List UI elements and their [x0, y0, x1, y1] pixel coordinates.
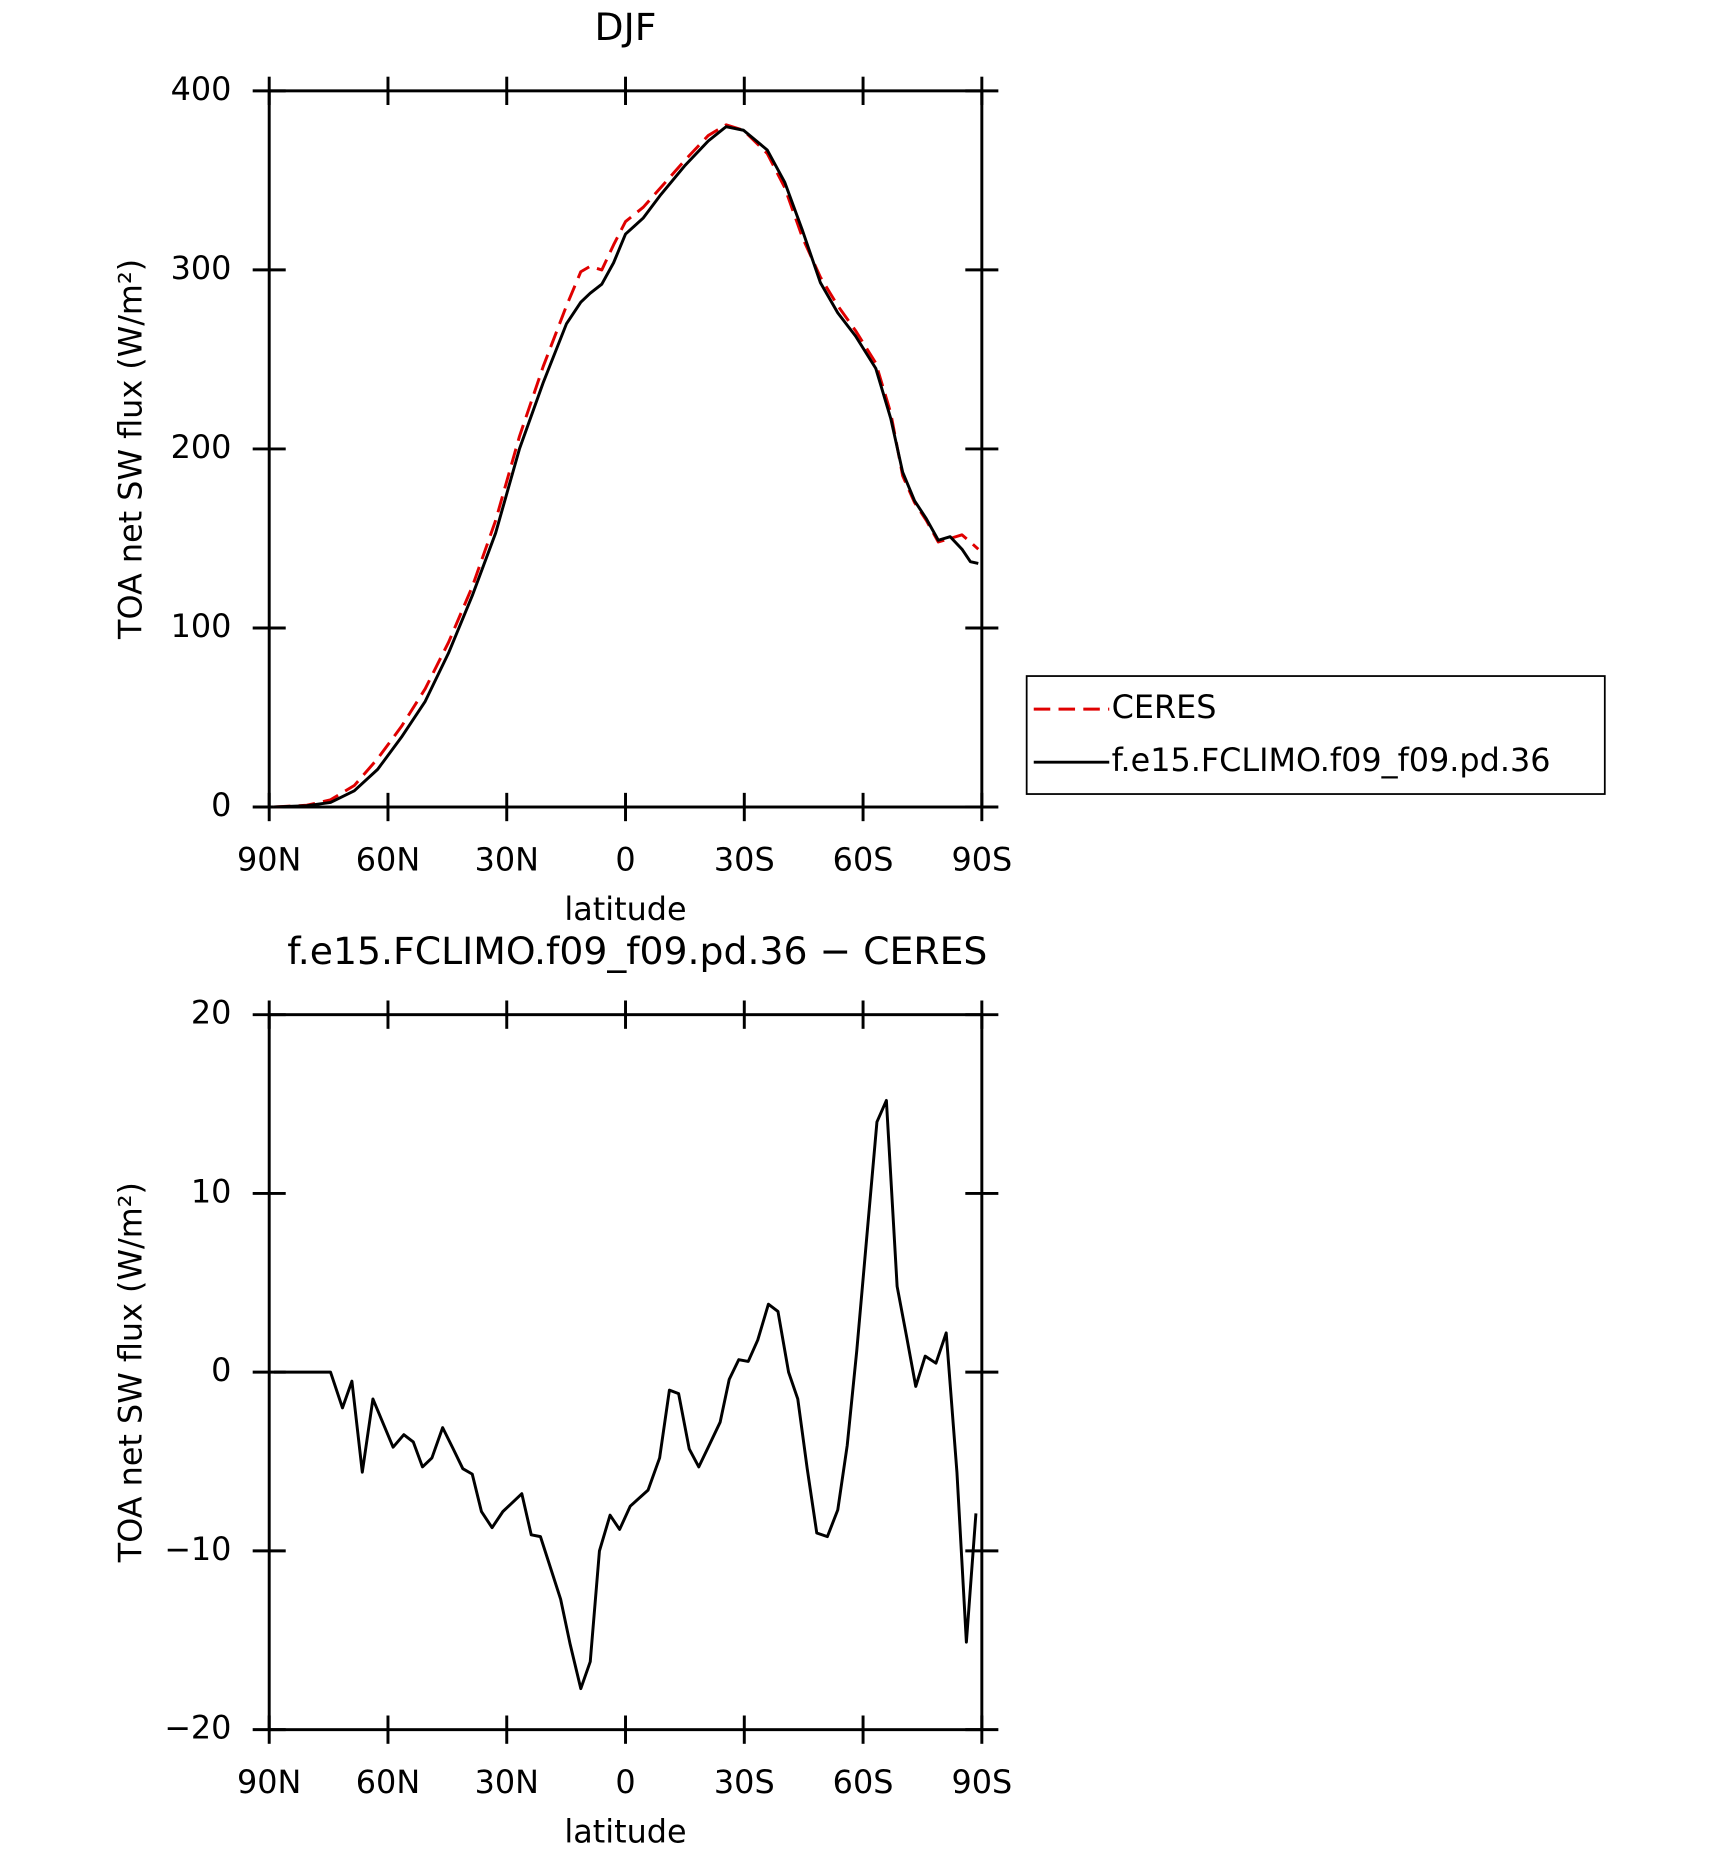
y-tick-label: 200	[171, 428, 232, 466]
x-tick-label: 30S	[714, 840, 775, 878]
y-axis-label: TOA net SW flux (W/m²)	[111, 1182, 149, 1563]
chart-title: DJF	[595, 5, 657, 49]
x-tick-label: 90S	[951, 840, 1012, 878]
x-tick-label: 90N	[237, 1763, 301, 1801]
y-axis-label: TOA net SW flux (W/m²)	[111, 259, 149, 640]
y-tick-label: 20	[191, 994, 232, 1032]
x-axis-label: latitude	[564, 1812, 686, 1850]
y-tick-label: −10	[164, 1530, 231, 1568]
x-axis-label: latitude	[564, 890, 686, 928]
plot-frame	[267, 89, 984, 809]
x-tick-label: 30N	[475, 840, 539, 878]
y-tick-label: 300	[171, 249, 232, 287]
x-tick-label: 60N	[356, 1763, 420, 1801]
x-tick-label: 0	[615, 840, 635, 878]
legend-box	[1025, 675, 1606, 795]
x-tick-label: 60S	[833, 840, 894, 878]
y-tick-label: 400	[171, 70, 232, 108]
legend-label: CERES	[1112, 688, 1217, 726]
legend-label: f.e15.FCLIMO.f09_f09.pd.36	[1112, 741, 1551, 779]
plot-frame	[267, 1013, 984, 1732]
x-tick-label: 60N	[356, 840, 420, 878]
x-tick-label: 30S	[714, 1763, 775, 1801]
y-tick-label: −20	[164, 1709, 231, 1747]
y-tick-label: 100	[171, 607, 232, 645]
chart-title: f.e15.FCLIMO.f09_f09.pd.36 − CERES	[287, 929, 987, 973]
x-tick-label: 30N	[475, 1763, 539, 1801]
data-line	[273, 1098, 978, 1691]
y-tick-label: 0	[211, 786, 231, 824]
x-tick-label: 60S	[833, 1763, 894, 1801]
data-line	[273, 123, 980, 809]
y-tick-label: 0	[211, 1351, 231, 1389]
x-tick-label: 0	[615, 1763, 635, 1801]
y-tick-label: 10	[191, 1172, 232, 1210]
data-line	[273, 125, 979, 809]
x-tick-label: 90N	[237, 840, 301, 878]
x-tick-label: 90S	[951, 1763, 1012, 1801]
